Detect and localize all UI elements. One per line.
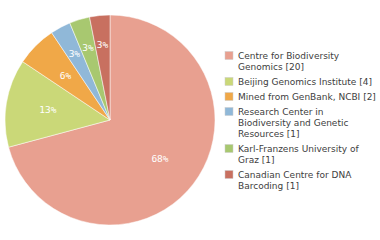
legend: Centre for BiodiversityGenomics [20] Beij… xyxy=(225,51,376,191)
data-label: 3% xyxy=(69,48,81,59)
chart: 68%13%6%3%3%3%Centre for BiodiversityGen… xyxy=(0,0,380,240)
data-label: 3% xyxy=(82,42,94,53)
legend-label: Research Center inBiodiversity and Genet… xyxy=(238,107,348,139)
data-labels: 68%13%6%3%3%3% xyxy=(39,39,169,164)
legend-label: Beijing Genomics Institute [4] xyxy=(238,77,372,87)
legend-swatch xyxy=(225,78,233,86)
legend-item: Mined from GenBank, NCBI [2] xyxy=(225,92,376,102)
data-label: 3% xyxy=(97,39,109,50)
legend-item: Canadian Centre for DNABarcoding [1] xyxy=(225,170,352,191)
data-label: 13% xyxy=(39,104,56,115)
pie xyxy=(5,15,215,225)
legend-item: Research Center inBiodiversity and Genet… xyxy=(225,107,348,139)
data-label: 6% xyxy=(60,70,72,81)
legend-swatch xyxy=(225,108,233,116)
pie-slice xyxy=(90,15,110,120)
legend-swatch xyxy=(225,145,233,153)
legend-item: Beijing Genomics Institute [4] xyxy=(225,77,372,87)
legend-label: Karl-Franzens University ofGraz [1] xyxy=(238,144,359,165)
data-label: 68% xyxy=(151,153,168,164)
legend-label: Centre for BiodiversityGenomics [20] xyxy=(238,51,340,72)
legend-label: Mined from GenBank, NCBI [2] xyxy=(238,92,376,102)
legend-item: Karl-Franzens University ofGraz [1] xyxy=(225,144,359,165)
legend-label: Canadian Centre for DNABarcoding [1] xyxy=(238,170,352,191)
legend-swatch xyxy=(225,171,233,179)
legend-swatch xyxy=(225,93,233,101)
legend-swatch xyxy=(225,52,233,60)
legend-item: Centre for BiodiversityGenomics [20] xyxy=(225,51,340,72)
